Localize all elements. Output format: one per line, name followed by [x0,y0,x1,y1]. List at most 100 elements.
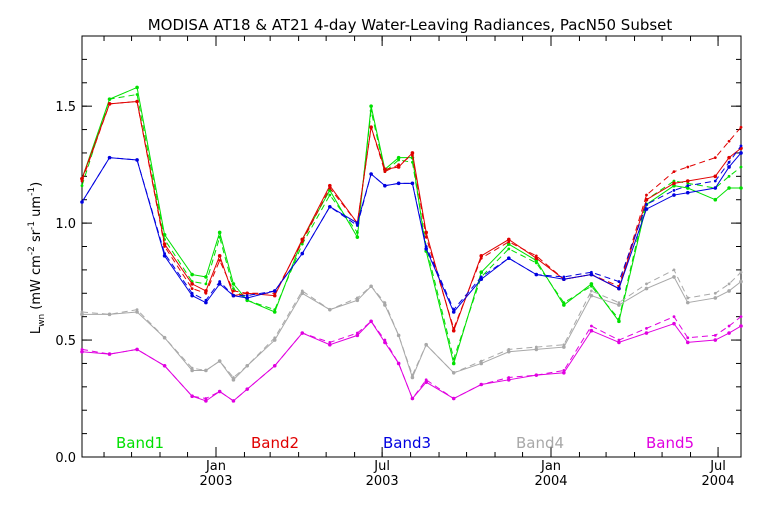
data-point [369,104,373,108]
data-point [135,310,139,314]
tick-marks [82,35,741,458]
data-point [562,345,566,349]
legend-item-Band1: Band1 [116,434,164,452]
data-point-dashed [507,376,511,379]
data-point-dashed [232,399,235,403]
data-point [644,197,649,202]
data-point-dashed [534,373,538,377]
data-point-dashed [713,333,717,337]
data-point [162,233,167,237]
data-point-dashed [328,340,332,344]
data-point-dashed [245,364,249,368]
data-point [424,380,428,384]
data-point-dashed [190,394,194,398]
data-point-dashed [739,165,743,169]
series-line-Band3 [81,152,742,313]
data-point-dashed [108,97,111,101]
data-point-dashed [397,163,401,167]
data-point-dashed [507,240,511,244]
legend-item-Band2: Band2 [251,434,299,452]
data-point-dashed [300,240,304,244]
data-point [506,242,511,246]
data-point [534,256,539,260]
data-point-dashed [163,364,167,368]
data-point-dashed [232,287,235,290]
data-point [589,328,594,333]
data-point [190,368,194,373]
data-point-dashed [686,184,690,188]
data-point [713,174,718,179]
data-point-dashed [686,165,690,169]
data-point-dashed [80,184,84,188]
legend-item-Band4: Band4 [516,434,564,452]
data-point [383,340,387,345]
data-point-dashed [672,268,676,272]
data-point-dashed [713,179,717,183]
series-line-Band4 [82,276,742,381]
y-tick-label: 0.5 [55,334,76,349]
legend: Band1 Band2 Band3 Band4 Band5 [116,434,694,452]
data-point [451,328,456,333]
data-point-dashed [369,172,373,176]
data-point [713,197,718,202]
data-point-dashed [617,301,621,305]
data-point [727,186,731,190]
data-point-dashed [739,270,743,274]
data-point-dashed [534,261,538,265]
data-point-dashed [135,348,139,351]
data-point [479,254,484,258]
data-point [713,296,718,300]
data-point-dashed [383,170,387,174]
data-point-dashed [686,296,690,300]
y-tick-label: 1.5 [55,100,76,115]
data-point-dashed [190,287,194,290]
data-point-dashed [534,254,538,258]
data-point [162,242,167,246]
data-point [204,300,208,305]
data-point [713,186,718,190]
data-point-dashed [383,184,387,188]
data-point-dashed [273,336,277,340]
data-point [713,338,718,342]
data-point [300,237,305,242]
data-point-dashed [328,186,332,190]
data-point-dashed [135,93,139,96]
data-point-dashed [727,282,731,286]
data-point-dashed [562,275,566,279]
data-point [328,342,332,347]
data-point-dashed [369,284,373,288]
data-point-dashed [739,144,743,148]
legend-item-Band5: Band5 [646,434,694,452]
data-point [562,371,566,375]
data-point [80,312,84,317]
data-point [479,361,484,366]
data-point [739,151,743,155]
x-tick-label-year: 2003 [366,474,399,489]
data-point-dashed [273,364,277,368]
data-point-dashed [300,331,304,335]
x-tick-label-year: 2003 [199,474,232,489]
data-point [685,300,690,305]
data-point-dashed [672,315,676,319]
data-point [685,186,690,190]
data-point-dashed [562,369,566,372]
data-point-dashed [355,231,359,234]
data-point [424,247,428,251]
data-point-dashed [80,200,84,204]
data-point [190,293,194,298]
data-point [383,167,387,172]
series-line-dashed-Band3 [81,145,742,311]
data-point-dashed [713,291,717,295]
data-point [328,183,332,188]
data-point [727,165,731,169]
data-point-dashed [589,324,593,328]
data-point-dashed [245,291,249,295]
data-point [672,181,676,186]
data-point-dashed [163,336,167,340]
series-Band5 [80,315,743,403]
data-point-dashed [218,259,222,262]
series-line-dashed-Band1 [81,93,742,361]
data-point-dashed [218,390,222,393]
data-point-dashed [204,291,208,295]
